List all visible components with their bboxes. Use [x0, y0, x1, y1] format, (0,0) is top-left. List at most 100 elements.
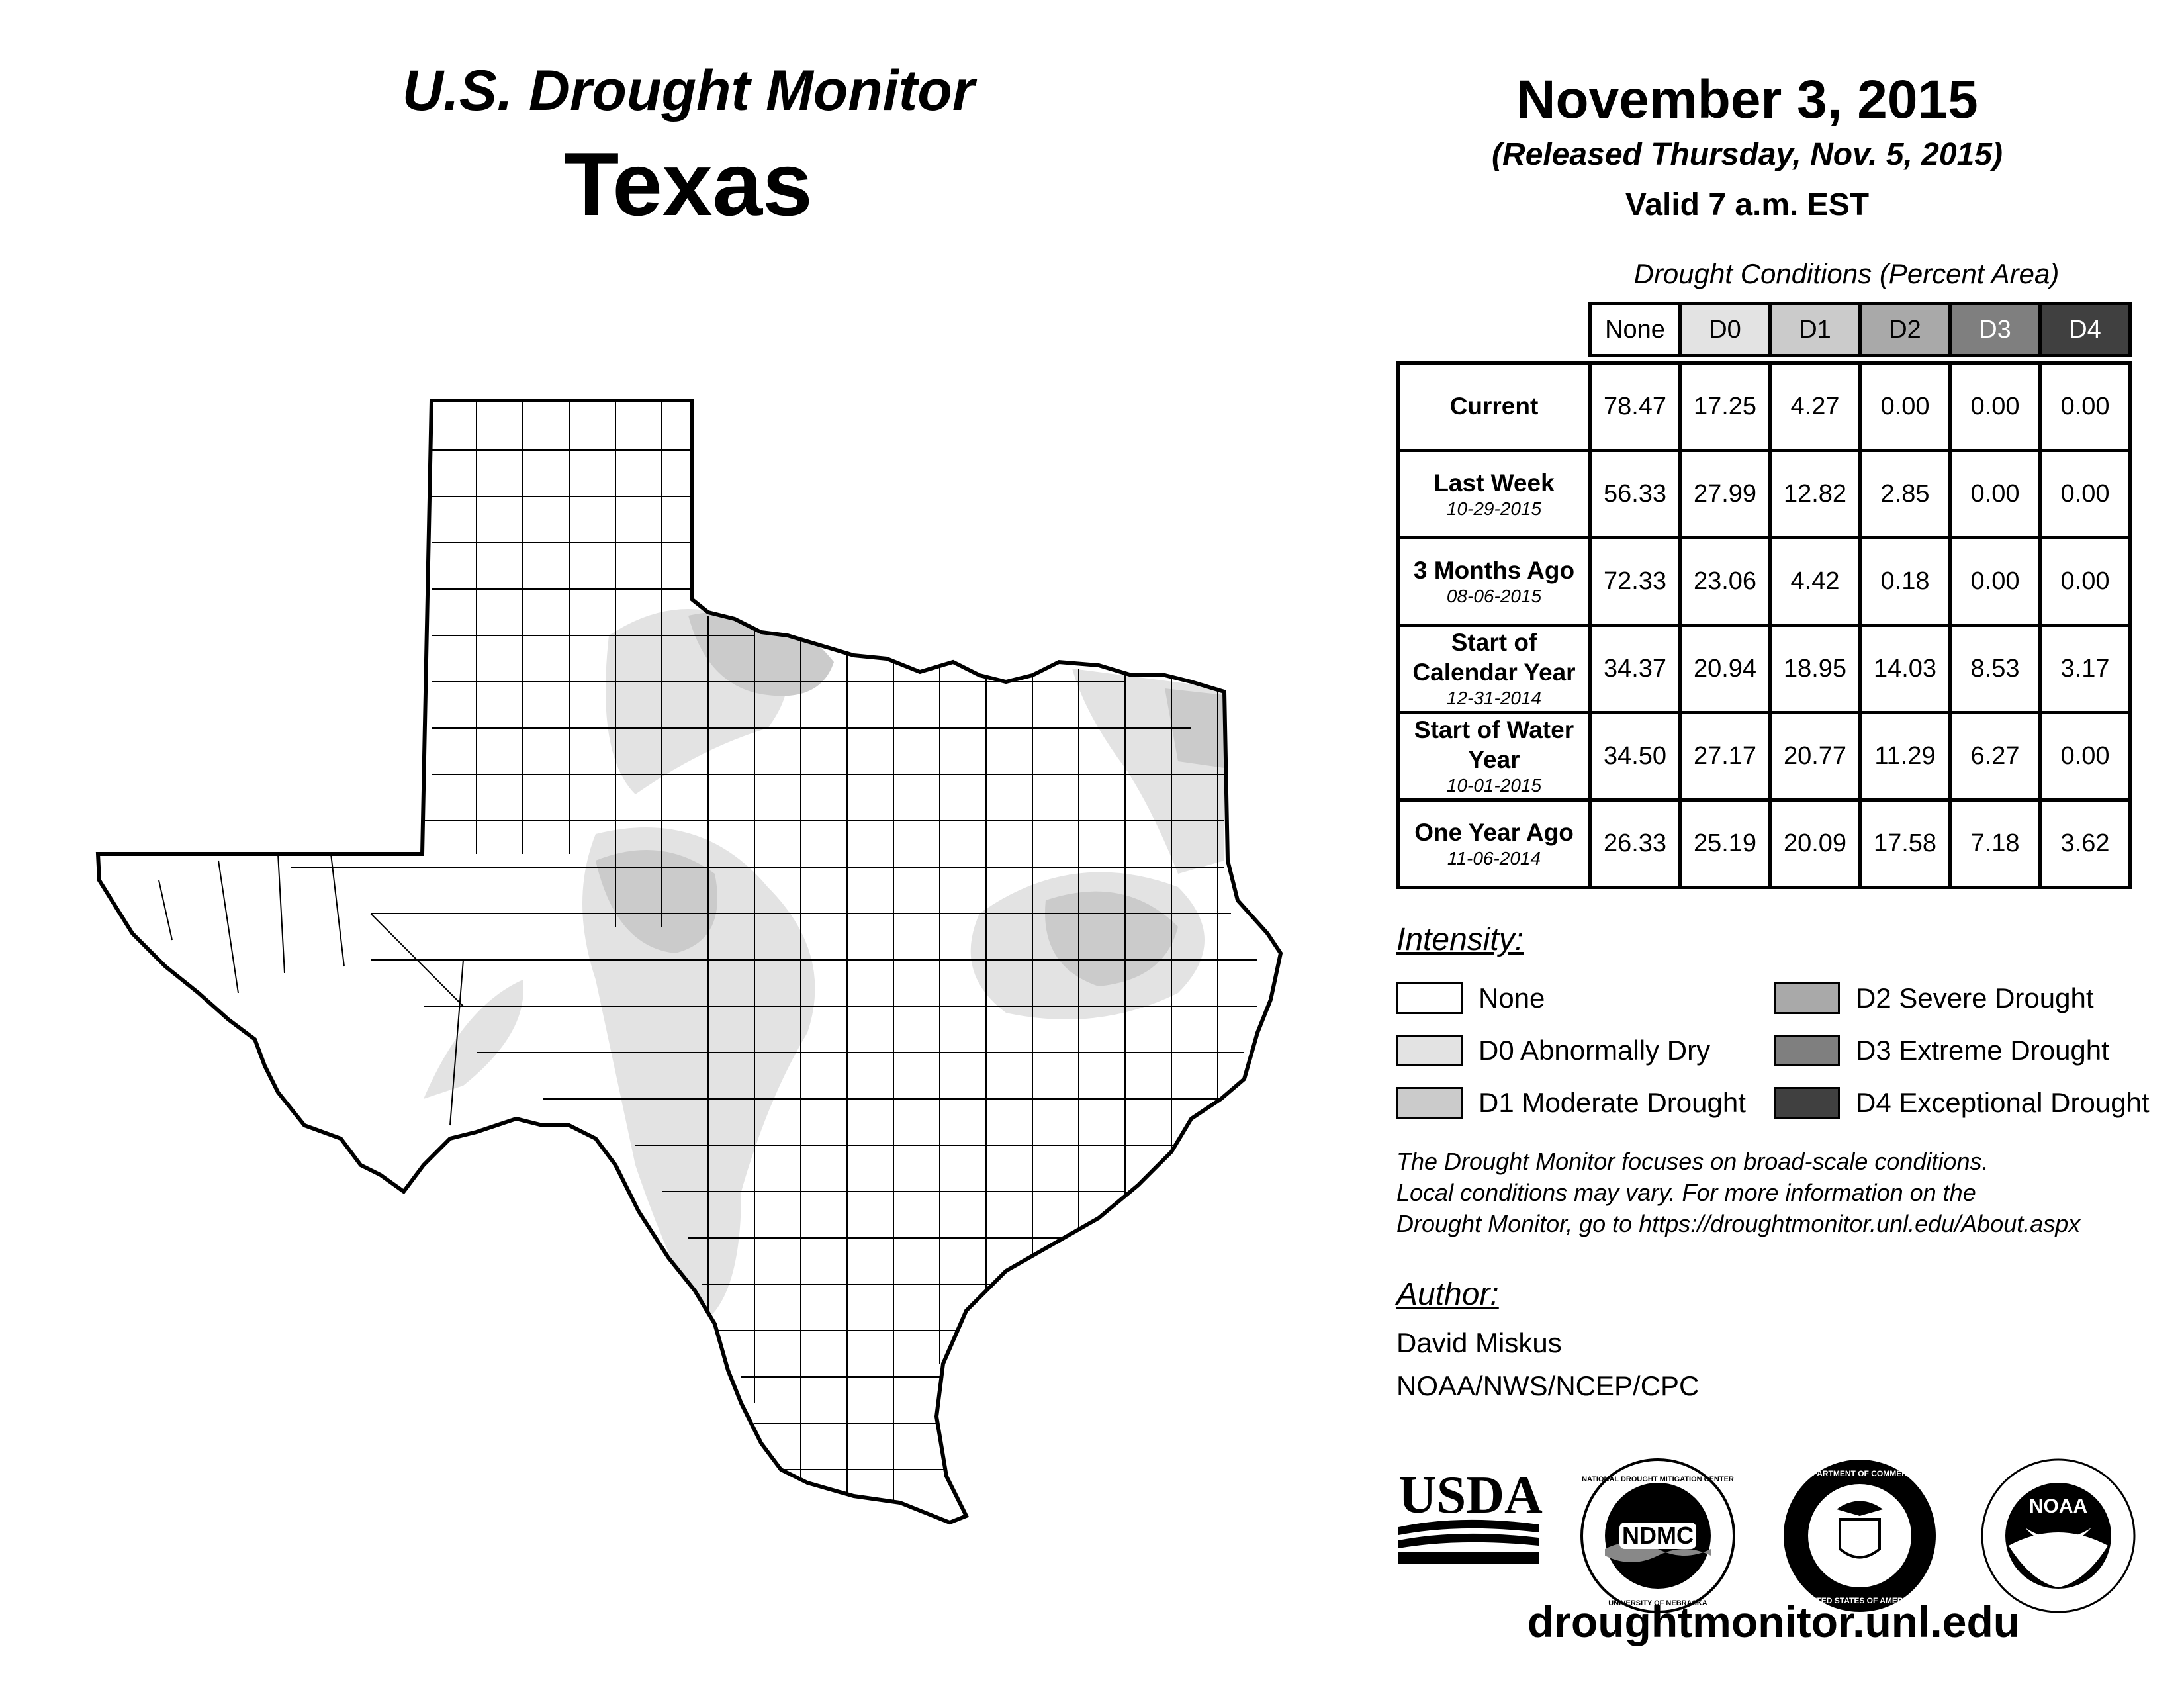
- row-label-text: Current: [1449, 393, 1539, 420]
- ndmc-logo: NATIONAL DROUGHT MITIGATION CENTER UNIVE…: [1580, 1458, 1735, 1613]
- row-label-date: 10-01-2015: [1446, 775, 1542, 796]
- row-label-text: 3 Months Ago: [1413, 556, 1575, 584]
- legend-item-d3: D3 Extreme Drought: [1774, 1034, 2109, 1067]
- table-row: 3 Months Ago 08-06-2015 72.33 23.06 4.42 0.18…: [1396, 536, 2132, 627]
- ndmc-ring-text: UNIVERSITY OF NEBRASKA: [1608, 1599, 1707, 1607]
- valid-time: Valid 7 a.m. EST: [1625, 187, 1870, 222]
- row-label-date: 08-06-2015: [1446, 585, 1542, 606]
- row-label: Current: [1396, 361, 1592, 452]
- table-cell: 26.33: [1588, 798, 1682, 889]
- legend-item-d1: D1 Moderate Drought: [1396, 1086, 1746, 1119]
- table-cell: 0.00: [2038, 536, 2132, 627]
- product-title: U.S. Drought Monitor: [402, 59, 975, 122]
- table-cell: 34.37: [1588, 624, 1682, 714]
- note-line: Local conditions may vary. For more info…: [1396, 1178, 1976, 1206]
- legend-item-d0: D0 Abnormally Dry: [1396, 1034, 1710, 1067]
- row-label-date: 11-06-2014: [1447, 847, 1541, 868]
- usda-logo: USDA: [1398, 1466, 1543, 1564]
- table-cell: 0.00: [1948, 361, 2042, 452]
- table-cell: 17.25: [1678, 361, 1772, 452]
- texas-drought-map: [0, 0, 1324, 1688]
- row-label-text: Last Week: [1433, 469, 1555, 496]
- legend-swatch: [1774, 982, 1840, 1014]
- state-title: Texas: [564, 134, 813, 234]
- table-cell: 3.17: [2038, 624, 2132, 714]
- legend-swatch: [1396, 1035, 1463, 1066]
- table-cell: 20.94: [1678, 624, 1772, 714]
- table-cell: 78.47: [1588, 361, 1682, 452]
- note-line: The Drought Monitor focuses on broad-sca…: [1396, 1148, 1989, 1175]
- row-label: 3 Months Ago 08-06-2015: [1396, 536, 1592, 627]
- table-cell: 56.33: [1588, 449, 1682, 539]
- col-header-d1: D1: [1768, 302, 1862, 357]
- table-cell: 0.00: [2038, 361, 2132, 452]
- noaa-logo: NOAA: [1981, 1458, 2136, 1613]
- table-cell: 4.42: [1768, 536, 1862, 627]
- table-caption: Drought Conditions (Percent Area): [1633, 258, 2060, 289]
- author-title: Author:: [1396, 1277, 1499, 1312]
- row-label-date: 12-31-2014: [1446, 688, 1542, 709]
- row-label-text: One Year Ago: [1414, 818, 1574, 846]
- map-date: November 3, 2015: [1516, 70, 1978, 130]
- table-cell: 11.29: [1858, 711, 1952, 802]
- legend-swatch: [1774, 1035, 1840, 1066]
- legend-label: D1 Moderate Drought: [1479, 1087, 1746, 1118]
- table-cell: 6.27: [1948, 711, 2042, 802]
- table-cell: 2.85: [1858, 449, 1952, 539]
- table-cell: 0.00: [1948, 536, 2042, 627]
- release-date: (Released Thursday, Nov. 5, 2015): [1492, 137, 2003, 172]
- table-row: Start of Calendar Year 12-31-2014 34.37 20.…: [1396, 624, 2132, 714]
- legend-item-d2: D2 Severe Drought: [1774, 982, 2094, 1015]
- drought-conditions-table: None D0 D1 D2 D3 D4 Current 78.47 17.25 4.2…: [1396, 302, 2132, 889]
- legend-label: D0 Abnormally Dry: [1479, 1035, 1711, 1066]
- commerce-logo: DEPARTMENT OF COMMERCE UNITED STATES OF …: [1784, 1460, 1936, 1612]
- commerce-ring-text: DEPARTMENT OF COMMERCE: [1801, 1469, 1918, 1478]
- legend-label: D4 Exceptional Drought: [1856, 1087, 2150, 1118]
- table-cell: 4.27: [1768, 361, 1862, 452]
- col-header-none: None: [1588, 302, 1682, 357]
- legend-item-none: None: [1396, 982, 1545, 1015]
- table-cell: 0.00: [2038, 449, 2132, 539]
- disclaimer-note: The Drought Monitor focuses on broad-sca…: [1396, 1147, 2177, 1239]
- col-header-d4: D4: [2038, 302, 2132, 357]
- author-block: David Miskus NOAA/NWS/NCEP/CPC: [1396, 1321, 1699, 1407]
- table-cell: 3.62: [2038, 798, 2132, 889]
- table-cell: 14.03: [1858, 624, 1952, 714]
- table-cell: 17.58: [1858, 798, 1952, 889]
- legend-label: D3 Extreme Drought: [1856, 1035, 2109, 1066]
- table-cell: 34.50: [1588, 711, 1682, 802]
- legend-swatch: [1396, 1087, 1463, 1119]
- row-label: One Year Ago 11-06-2014: [1396, 798, 1592, 889]
- table-cell: 72.33: [1588, 536, 1682, 627]
- table-cell: 20.09: [1768, 798, 1862, 889]
- noaa-logo-text: NOAA: [2029, 1495, 2087, 1517]
- table-row: Start of Water Year 10-01-2015 34.50 27.17 2…: [1396, 711, 2132, 802]
- table-cell: 0.00: [2038, 711, 2132, 802]
- legend-label: None: [1479, 982, 1545, 1013]
- ndmc-ring-text: NATIONAL DROUGHT MITIGATION CENTER: [1582, 1476, 1734, 1483]
- table-cell: 8.53: [1948, 624, 2042, 714]
- table-cell: 27.99: [1678, 449, 1772, 539]
- table-cell: 0.00: [1858, 361, 1952, 452]
- author-name: David Miskus: [1396, 1327, 1562, 1358]
- legend-label: D2 Severe Drought: [1856, 982, 2094, 1013]
- table-cell: 0.18: [1858, 536, 1952, 627]
- header-blank-cell: [1398, 304, 1590, 356]
- table-header-row: None D0 D1 D2 D3 D4: [1398, 302, 2132, 357]
- table-row: Current 78.47 17.25 4.27 0.00 0.00 0.00: [1396, 361, 2132, 452]
- legend-swatch: [1396, 982, 1463, 1014]
- author-org: NOAA/NWS/NCEP/CPC: [1396, 1370, 1700, 1402]
- commerce-ring-text: UNITED STATES OF AMERICA: [1803, 1596, 1917, 1605]
- row-label-date: 10-29-2015: [1446, 498, 1542, 519]
- table-row: One Year Ago 11-06-2014 26.33 25.19 20.09 17.…: [1396, 798, 2132, 889]
- note-line: Drought Monitor, go to https://droughtmo…: [1396, 1209, 2081, 1237]
- table-cell: 23.06: [1678, 536, 1772, 627]
- table-cell: 0.00: [1948, 449, 2042, 539]
- row-label: Start of Water Year 10-01-2015: [1396, 711, 1592, 802]
- col-header-d0: D0: [1678, 302, 1772, 357]
- legend-title: Intensity:: [1396, 922, 1524, 957]
- website-url[interactable]: droughtmonitor.unl.edu: [1527, 1597, 2021, 1646]
- legend-item-d4: D4 Exceptional Drought: [1774, 1086, 2150, 1119]
- table-cell: 7.18: [1948, 798, 2042, 889]
- table-row: Last Week 10-29-2015 56.33 27.99 12.82 2.85 0.…: [1396, 449, 2132, 539]
